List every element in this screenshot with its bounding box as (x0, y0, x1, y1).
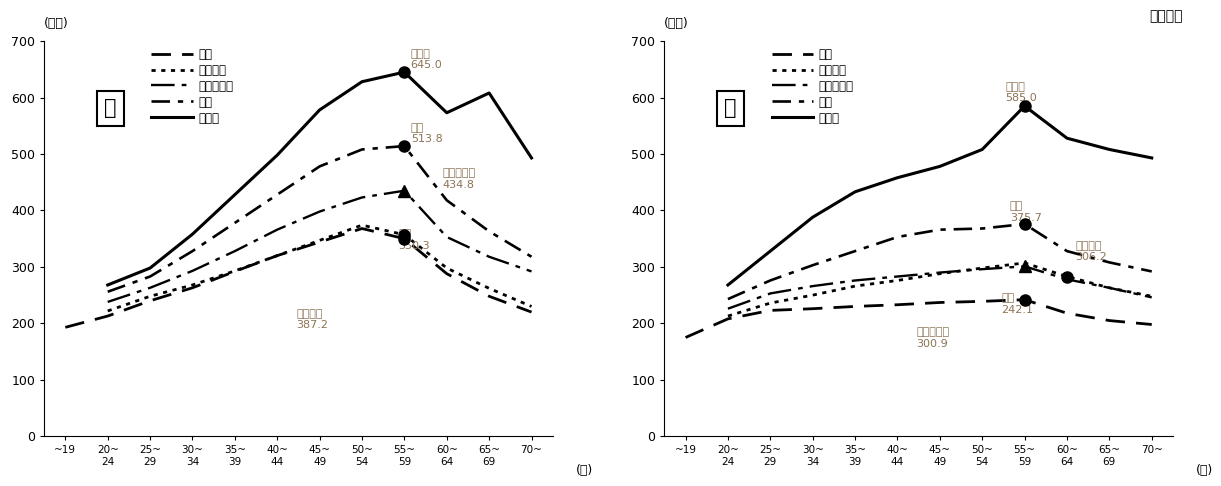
Text: 男: 男 (104, 98, 116, 118)
Legend: 高校, 専門学校, 高専・短大, 大学, 大学院: 高校, 専門学校, 高専・短大, 大学, 大学院 (147, 43, 238, 129)
Text: (千円): (千円) (44, 17, 68, 30)
Text: (歳): (歳) (576, 464, 593, 477)
Text: 高専・短大
434.8: 高専・短大 434.8 (442, 168, 476, 190)
Text: 大学
513.8: 大学 513.8 (410, 123, 442, 144)
Text: (千円): (千円) (664, 17, 689, 30)
Text: 大学院
645.0: 大学院 645.0 (410, 49, 442, 70)
Text: 大学
375.7: 大学 375.7 (1010, 201, 1042, 223)
Text: 専門学校
387.2: 専門学校 387.2 (297, 309, 328, 330)
Text: 高校
242.1: 高校 242.1 (1001, 294, 1033, 315)
Text: 高専・短大
300.9: 高専・短大 300.9 (917, 327, 950, 349)
Text: 女: 女 (724, 98, 736, 118)
Text: 専門学校
306.2: 専門学校 306.2 (1076, 241, 1107, 262)
Text: 令和４年: 令和４年 (1150, 9, 1183, 23)
Text: 高校
350.3: 高校 350.3 (398, 229, 430, 251)
Legend: 高校, 専門学校, 高専・短大, 大学, 大学院: 高校, 専門学校, 高専・短大, 大学, 大学院 (767, 43, 858, 129)
Text: (歳): (歳) (1197, 464, 1214, 477)
Text: 大学院
585.0: 大学院 585.0 (1006, 82, 1038, 103)
